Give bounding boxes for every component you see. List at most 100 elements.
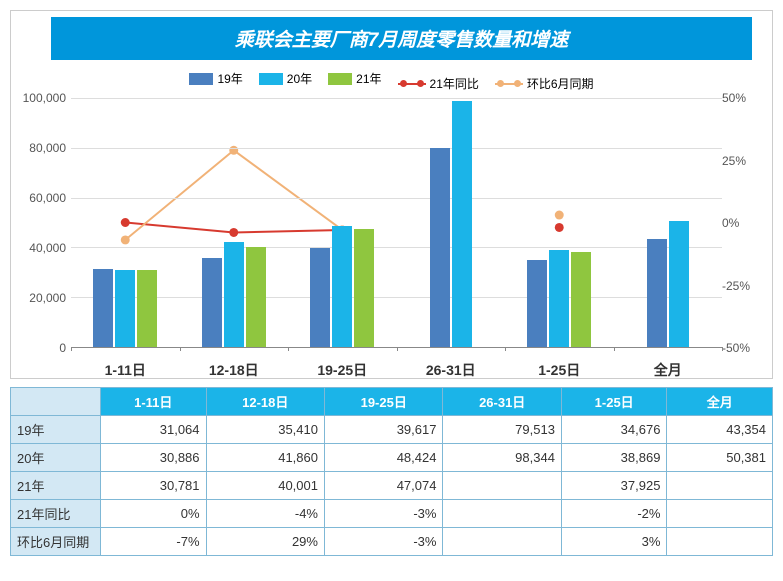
bar-group xyxy=(288,226,397,347)
legend-line-icon xyxy=(495,83,523,85)
y-right-tick: 25% xyxy=(722,154,772,168)
x-axis-label: 19-25日 xyxy=(288,354,397,378)
bar xyxy=(310,248,330,347)
legend-label: 19年 xyxy=(217,70,242,87)
table-cell: 39,617 xyxy=(324,416,442,444)
table-cell: 3% xyxy=(561,528,667,556)
legend-label: 21年 xyxy=(356,70,381,87)
y-left-tick: 60,000 xyxy=(16,191,66,205)
table-cell xyxy=(443,472,561,500)
y-left-tick: 80,000 xyxy=(16,141,66,155)
table-row: 环比6月同期-7%29%-3%3% xyxy=(11,528,773,556)
table-cell: 0% xyxy=(101,500,207,528)
y-left-tick: 100,000 xyxy=(16,91,66,105)
table-cell: -3% xyxy=(324,500,442,528)
y-left-tick: 40,000 xyxy=(16,241,66,255)
legend-label: 环比6月同期 xyxy=(527,75,594,92)
table-cell: 30,886 xyxy=(101,444,207,472)
table-row: 21年30,78140,00147,074 37,925 xyxy=(11,472,773,500)
table-cell: 29% xyxy=(206,528,324,556)
legend-label: 21年同比 xyxy=(430,75,479,92)
table-cell: 30,781 xyxy=(101,472,207,500)
legend-item: 20年 xyxy=(259,70,312,87)
table-corner xyxy=(11,388,101,416)
x-axis-label: 12-18日 xyxy=(180,354,289,378)
table-col-header: 全月 xyxy=(667,388,773,416)
table-cell: 37,925 xyxy=(561,472,667,500)
legend-item: 环比6月同期 xyxy=(495,75,594,92)
bar xyxy=(669,221,689,347)
data-table: 1-11日12-18日19-25日26-31日1-25日全月 19年31,064… xyxy=(10,387,773,556)
table-cell: 98,344 xyxy=(443,444,561,472)
table-row-header: 21年 xyxy=(11,472,101,500)
series-marker xyxy=(229,228,238,237)
table-cell xyxy=(667,472,773,500)
table-row: 20年30,88641,86048,42498,34438,86950,381 xyxy=(11,444,773,472)
table-row-header: 环比6月同期 xyxy=(11,528,101,556)
legend-item: 21年 xyxy=(328,70,381,87)
x-axis-labels: 1-11日12-18日19-25日26-31日1-25日全月 xyxy=(71,354,722,378)
gridline xyxy=(71,98,722,99)
series-marker xyxy=(555,211,564,220)
bar xyxy=(137,270,157,347)
bar xyxy=(452,101,472,347)
table-col-header: 1-25日 xyxy=(561,388,667,416)
bar xyxy=(115,270,135,347)
bar xyxy=(571,252,591,347)
table-cell: 31,064 xyxy=(101,416,207,444)
y-right-tick: 0% xyxy=(722,216,772,230)
table-cell: 43,354 xyxy=(667,416,773,444)
table-cell: -7% xyxy=(101,528,207,556)
y-right-tick: 50% xyxy=(722,91,772,105)
chart-title: 乘联会主要厂商7月周度零售数量和增速 xyxy=(51,17,752,60)
bar xyxy=(224,242,244,347)
y-right-tick: -25% xyxy=(722,279,772,293)
series-marker xyxy=(121,235,130,244)
bar-group xyxy=(71,269,180,347)
bar-group xyxy=(397,101,506,347)
table-col-header: 26-31日 xyxy=(443,388,561,416)
table-row-header: 20年 xyxy=(11,444,101,472)
legend: 19年 20年 21年 21年同比 环比6月同期 xyxy=(11,60,772,98)
legend-swatch xyxy=(189,73,213,85)
table-col-header: 19-25日 xyxy=(324,388,442,416)
table-col-header: 12-18日 xyxy=(206,388,324,416)
legend-swatch xyxy=(259,73,283,85)
y-left-tick: 0 xyxy=(16,341,66,355)
table-cell xyxy=(667,500,773,528)
y-axis-right: -50%-25%0%25%50% xyxy=(722,98,772,348)
table-cell: 40,001 xyxy=(206,472,324,500)
table-col-header: 1-11日 xyxy=(101,388,207,416)
table-cell: 35,410 xyxy=(206,416,324,444)
y-left-tick: 20,000 xyxy=(16,291,66,305)
table-row: 21年同比0%-4%-3% -2% xyxy=(11,500,773,528)
table-row: 19年31,06435,41039,61779,51334,67643,354 xyxy=(11,416,773,444)
table-body: 19年31,06435,41039,61779,51334,67643,3542… xyxy=(11,416,773,556)
table-cell: 41,860 xyxy=(206,444,324,472)
table-row-header: 19年 xyxy=(11,416,101,444)
x-axis-label: 26-31日 xyxy=(397,354,506,378)
table-cell: 50,381 xyxy=(667,444,773,472)
bar xyxy=(527,260,547,347)
table-cell: -4% xyxy=(206,500,324,528)
y-right-tick: -50% xyxy=(722,341,772,355)
table-row-header: 21年同比 xyxy=(11,500,101,528)
table-cell: 48,424 xyxy=(324,444,442,472)
table-cell: 34,676 xyxy=(561,416,667,444)
table-cell: 38,869 xyxy=(561,444,667,472)
bar xyxy=(246,247,266,347)
x-axis-label: 1-25日 xyxy=(505,354,614,378)
table-cell: -2% xyxy=(561,500,667,528)
legend-swatch xyxy=(328,73,352,85)
series-marker xyxy=(555,223,564,232)
bar-group xyxy=(614,221,723,347)
table-cell: 47,074 xyxy=(324,472,442,500)
bar xyxy=(332,226,352,347)
legend-label: 20年 xyxy=(287,70,312,87)
x-axis-label: 全月 xyxy=(614,354,723,378)
table-cell xyxy=(443,528,561,556)
chart-container: 乘联会主要厂商7月周度零售数量和增速 19年20年21年21年同比环比6月同期 … xyxy=(10,10,773,379)
x-axis-label: 1-11日 xyxy=(71,354,180,378)
plot-inner xyxy=(71,98,722,348)
bar xyxy=(93,269,113,347)
